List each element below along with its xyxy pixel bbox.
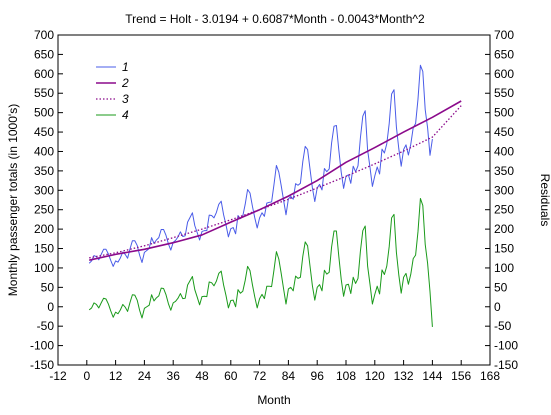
- series-3-line: [89, 105, 462, 259]
- y-tick-label-13: 500: [34, 106, 54, 120]
- right-y-axis: -150 -100 -50 0 50 100 150 200 250 300 350 400 450 50…: [485, 28, 518, 372]
- plot-frame: [57, 34, 491, 366]
- y2-tick-label-3: 0: [494, 300, 501, 314]
- y2-tick-label-7: 200: [494, 222, 514, 236]
- legend-label-2: 2: [121, 76, 129, 90]
- x-tick-label-11: 120: [365, 369, 385, 383]
- legend-label-4: 4: [122, 108, 129, 122]
- y-tick-label-9: 300: [34, 183, 54, 197]
- x-tick-label-12: 132: [394, 369, 414, 383]
- x-tick-label-2: 12: [109, 369, 123, 383]
- y-tick-label-5: 100: [34, 261, 54, 275]
- y-tick-label-11: 400: [34, 144, 54, 158]
- x-tick-label-15: 168: [480, 369, 500, 383]
- y-tick-label-15: 600: [34, 67, 54, 81]
- legend-label-1: 1: [122, 60, 129, 74]
- series-layer: [88, 64, 462, 327]
- y-tick-label-17: 700: [34, 28, 54, 42]
- series-4-line: [88, 197, 433, 327]
- y-tick-label-7: 200: [34, 222, 54, 236]
- y2-tick-label-17: 700: [494, 28, 514, 42]
- y-tick-label-16: 650: [34, 47, 54, 61]
- right-axis-label: Residuals: [538, 174, 551, 227]
- x-tick-label-1: 0: [83, 369, 90, 383]
- y2-tick-label-15: 600: [494, 67, 514, 81]
- y2-tick-label-16: 650: [494, 47, 514, 61]
- x-tick-label-3: 24: [138, 369, 152, 383]
- x-axis-label: Month: [257, 393, 290, 407]
- x-tick-label-7: 72: [253, 369, 267, 383]
- x-tick-label-0: -12: [49, 369, 67, 383]
- y2-tick-label-4: 50: [494, 280, 508, 294]
- x-tick-label-4: 36: [167, 369, 181, 383]
- series-1-line: [88, 64, 433, 267]
- y2-tick-label-8: 250: [494, 203, 514, 217]
- y2-tick-label-12: 450: [494, 125, 514, 139]
- x-tick-label-6: 60: [224, 369, 238, 383]
- y-tick-label-1: -100: [30, 339, 54, 353]
- x-tick-label-9: 96: [311, 369, 325, 383]
- y-tick-label-0: -150: [30, 358, 54, 372]
- y-tick-label-6: 150: [34, 242, 54, 256]
- y-tick-label-12: 450: [34, 125, 54, 139]
- y-tick-label-10: 350: [34, 164, 54, 178]
- y2-tick-label-5: 100: [494, 261, 514, 275]
- y2-tick-label-1: -100: [494, 339, 518, 353]
- y2-tick-label-11: 400: [494, 144, 514, 158]
- y2-tick-label-13: 500: [494, 106, 514, 120]
- y2-tick-label-14: 550: [494, 86, 514, 100]
- y2-tick-label-2: -50: [494, 319, 512, 333]
- x-axis: -12 0 12 24 36 48 60 72 84 96 108 120 132 144 156 168: [49, 360, 500, 383]
- x-tick-label-8: 84: [282, 369, 296, 383]
- x-tick-label-10: 108: [336, 369, 356, 383]
- y-axis-label: Monthly passenger totals (in 1000's): [6, 104, 20, 296]
- y2-tick-label-9: 300: [494, 183, 514, 197]
- y2-tick-label-10: 350: [494, 164, 514, 178]
- y2-tick-label-6: 150: [494, 242, 514, 256]
- x-tick-label-14: 156: [451, 369, 471, 383]
- y-tick-label-4: 50: [41, 280, 55, 294]
- series-2-line: [89, 100, 462, 261]
- y-tick-label-3: 0: [47, 300, 54, 314]
- left-y-axis: -150 -100 -50 0 50 100 150 200 250 300 350 400 450 50…: [30, 28, 63, 372]
- x-tick-label-13: 144: [422, 369, 442, 383]
- y-tick-label-14: 550: [34, 86, 54, 100]
- y2-tick-label-0: -150: [494, 358, 518, 372]
- x-tick-label-5: 48: [195, 369, 209, 383]
- chart-title: Trend = Holt - 3.0194 + 0.6087*Month - 0…: [125, 12, 425, 26]
- legend: 1 2 3 4: [96, 60, 129, 122]
- y-tick-label-8: 250: [34, 203, 54, 217]
- legend-label-3: 3: [122, 92, 129, 106]
- y-tick-label-2: -50: [37, 319, 55, 333]
